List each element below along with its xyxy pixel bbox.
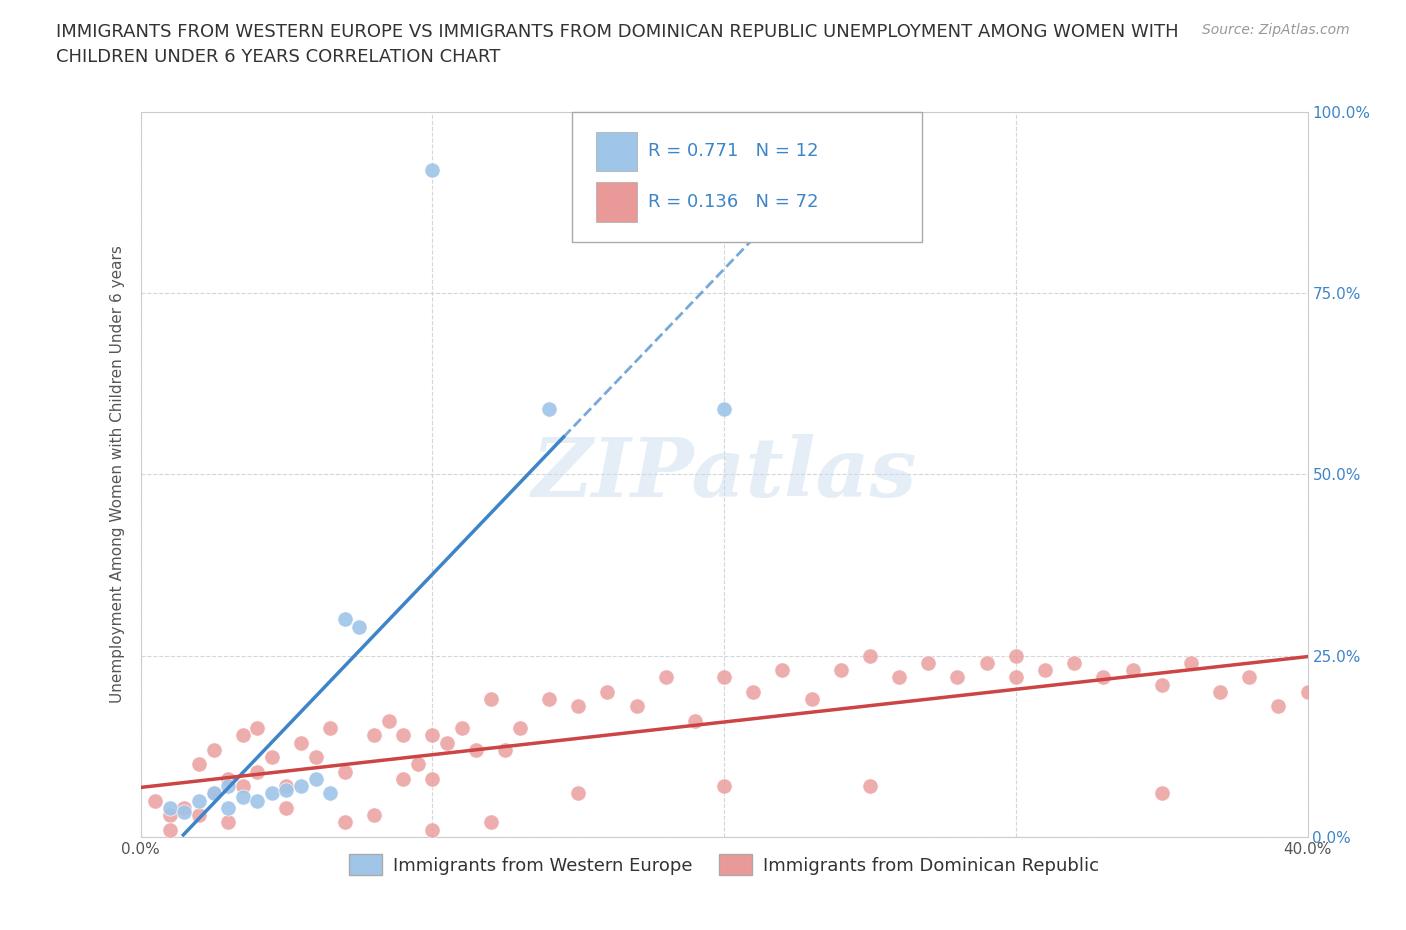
Point [202, 742, 225, 757]
Point [596, 684, 619, 699]
FancyBboxPatch shape [572, 112, 922, 242]
Text: R = 0.771   N = 12: R = 0.771 N = 12 [648, 142, 818, 161]
Point [217, 815, 239, 830]
Point [713, 778, 735, 793]
Point [494, 742, 516, 757]
Point [567, 786, 589, 801]
Legend: Immigrants from Western Europe, Immigrants from Dominican Republic: Immigrants from Western Europe, Immigran… [342, 847, 1107, 883]
Point [1005, 648, 1028, 663]
Point [917, 656, 939, 671]
Point [713, 670, 735, 684]
Point [260, 750, 283, 764]
Point [742, 684, 765, 699]
Point [422, 772, 444, 787]
Point [232, 728, 254, 743]
Point [626, 699, 648, 714]
Point [655, 670, 678, 684]
Point [479, 692, 502, 707]
Point [188, 808, 211, 823]
Point [173, 801, 195, 816]
Point [333, 815, 356, 830]
FancyBboxPatch shape [596, 131, 637, 171]
Point [159, 808, 181, 823]
Point [319, 786, 342, 801]
Point [260, 786, 283, 801]
Point [246, 793, 269, 808]
Point [859, 648, 882, 663]
Point [538, 692, 561, 707]
Point [1296, 684, 1319, 699]
Point [377, 713, 399, 728]
Point [800, 692, 823, 707]
Point [392, 772, 415, 787]
Point [217, 801, 239, 816]
Text: R = 0.136   N = 72: R = 0.136 N = 72 [648, 193, 818, 211]
Point [889, 670, 911, 684]
Point [450, 721, 472, 736]
Point [1092, 670, 1115, 684]
Point [830, 663, 852, 678]
Point [465, 742, 488, 757]
Point [1150, 786, 1173, 801]
Point [422, 822, 444, 837]
Point [143, 793, 166, 808]
Point [1180, 656, 1202, 671]
Point [976, 656, 998, 671]
Point [1033, 663, 1056, 678]
Point [479, 815, 502, 830]
Point [509, 721, 531, 736]
Point [276, 801, 298, 816]
Point [349, 619, 371, 634]
Point [188, 793, 211, 808]
Point [1122, 663, 1144, 678]
Point [232, 790, 254, 804]
Point [1150, 677, 1173, 692]
Point [1005, 670, 1028, 684]
Text: Source: ZipAtlas.com: Source: ZipAtlas.com [1202, 23, 1350, 37]
Point [363, 808, 385, 823]
Text: IMMIGRANTS FROM WESTERN EUROPE VS IMMIGRANTS FROM DOMINICAN REPUBLIC UNEMPLOYMEN: IMMIGRANTS FROM WESTERN EUROPE VS IMMIGR… [56, 23, 1178, 41]
Point [276, 782, 298, 797]
Point [406, 757, 429, 772]
Point [246, 764, 269, 779]
Point [305, 750, 328, 764]
Point [290, 736, 312, 751]
Y-axis label: Unemployment Among Women with Children Under 6 years: Unemployment Among Women with Children U… [110, 246, 125, 703]
Point [188, 757, 211, 772]
Point [217, 772, 239, 787]
Point [392, 728, 415, 743]
Point [333, 612, 356, 627]
Point [217, 778, 239, 793]
Point [363, 728, 385, 743]
Point [436, 736, 458, 751]
Point [859, 778, 882, 793]
Point [567, 699, 589, 714]
Point [246, 721, 269, 736]
Point [1209, 684, 1232, 699]
Text: CHILDREN UNDER 6 YEARS CORRELATION CHART: CHILDREN UNDER 6 YEARS CORRELATION CHART [56, 48, 501, 66]
Point [276, 778, 298, 793]
Point [232, 778, 254, 793]
Point [422, 162, 444, 177]
Point [202, 786, 225, 801]
Point [159, 822, 181, 837]
Point [290, 778, 312, 793]
FancyBboxPatch shape [596, 182, 637, 222]
Point [1239, 670, 1261, 684]
Point [422, 728, 444, 743]
Point [202, 786, 225, 801]
Text: ZIPatlas: ZIPatlas [531, 434, 917, 514]
Point [305, 772, 328, 787]
Point [772, 663, 794, 678]
Point [713, 402, 735, 417]
Point [319, 721, 342, 736]
Point [538, 402, 561, 417]
Point [173, 804, 195, 819]
Point [333, 764, 356, 779]
Point [1267, 699, 1289, 714]
Point [159, 801, 181, 816]
Point [946, 670, 969, 684]
Point [1063, 656, 1085, 671]
Point [683, 713, 706, 728]
